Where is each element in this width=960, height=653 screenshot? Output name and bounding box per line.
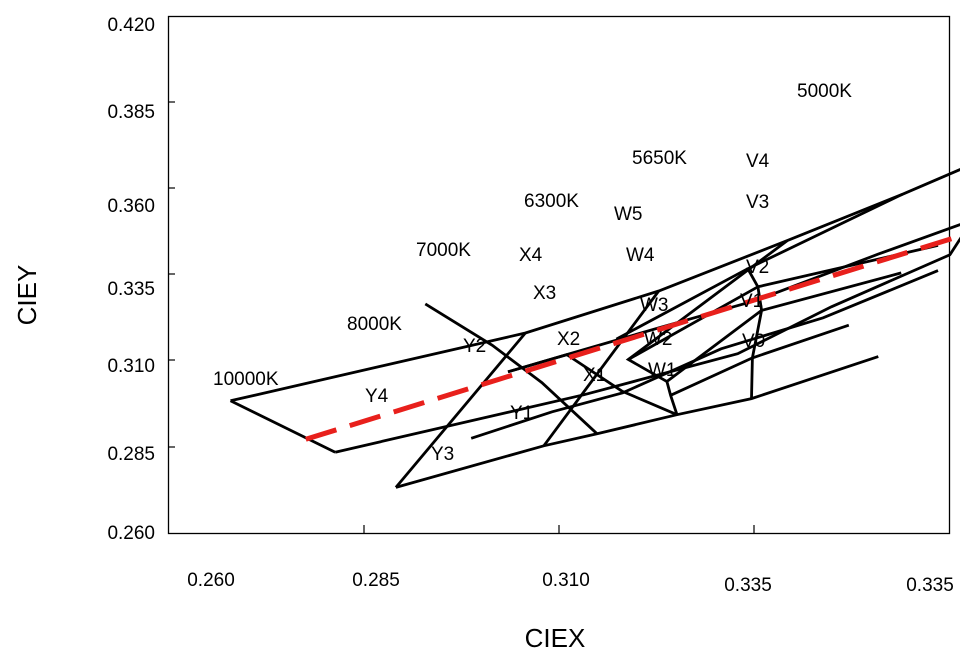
bin-label-x2: X2 <box>557 329 580 350</box>
y-tick-labels: 0.420 0.385 0.360 0.335 0.310 0.285 0.26… <box>107 15 155 544</box>
bin-label-y2: Y2 <box>463 336 486 357</box>
y-tick-label: 0.285 <box>107 444 155 465</box>
trend-layer <box>305 233 960 442</box>
plot-frame <box>167 15 951 535</box>
y-tick-label: 0.335 <box>107 279 155 300</box>
bin-label-w4: W4 <box>626 245 655 266</box>
bin-boundary-line <box>542 290 660 447</box>
y-tick-label: 0.310 <box>107 356 155 377</box>
bin-label-w2: W2 <box>644 329 673 350</box>
bin-boundary-line <box>751 323 850 360</box>
bin-label-v1: V1 <box>740 291 763 312</box>
temp-label-6300k: 6300K <box>524 191 579 212</box>
bin-boundary-line <box>761 271 902 312</box>
bin-label-y1: Y1 <box>510 403 533 424</box>
bin-label-v0: V0 <box>742 331 765 352</box>
temp-label-5650k: 5650K <box>632 148 687 169</box>
bin-boundary-line <box>230 168 960 403</box>
temp-label-7000k: 7000K <box>416 240 471 261</box>
bin-label-y4: Y4 <box>365 386 389 407</box>
bin-boundary-line <box>394 332 527 489</box>
bin-boundary-line <box>229 399 336 454</box>
x-axis-ticks <box>363 525 755 533</box>
y-axis-ticks <box>168 101 175 448</box>
bin-label-y3: Y3 <box>431 444 454 465</box>
bin-boundary-line <box>424 302 599 435</box>
trend-line <box>305 233 960 442</box>
bin-boundary-line <box>507 353 678 416</box>
bin-label-x1: X1 <box>583 365 606 386</box>
bin-grid <box>229 168 960 489</box>
y-tick-label: 0.260 <box>107 523 155 544</box>
bin-boundary-line <box>666 309 763 383</box>
bin-label-w1: W1 <box>648 360 677 381</box>
x-tick-label: 0.260 <box>187 570 235 591</box>
bin-labels: V4 V3 V2 V1 V0 W5 W4 W3 W2 W1 X4 X3 X2 X… <box>365 151 770 465</box>
x-tick-labels: 0.260 0.285 0.310 0.335 0.335 <box>187 570 954 596</box>
bin-label-x3: X3 <box>533 283 556 304</box>
bin-boundary-line <box>670 356 753 397</box>
bin-boundary-line <box>757 244 939 289</box>
temp-label-5000k: 5000K <box>797 81 852 102</box>
bin-label-w3: W3 <box>640 295 669 316</box>
x-tick-label: 0.285 <box>352 570 400 591</box>
x-tick-label: 0.335 <box>906 575 954 596</box>
y-tick-label: 0.385 <box>107 102 155 123</box>
bin-label-v2: V2 <box>746 257 769 278</box>
bin-boundary-line <box>627 285 759 361</box>
x-tick-label: 0.310 <box>542 570 590 591</box>
x-tick-label: 0.335 <box>724 575 772 596</box>
bin-boundary-line <box>470 269 939 440</box>
bin-label-w5: W5 <box>614 204 643 225</box>
y-tick-label: 0.420 <box>107 15 155 36</box>
bin-boundary-line <box>615 267 749 341</box>
temp-label-10000k: 10000K <box>213 369 279 390</box>
x-axis-title: CIEX <box>525 623 586 653</box>
y-axis-title: CIEY <box>12 265 42 326</box>
bin-boundary-line <box>395 355 879 489</box>
temp-label-8000k: 8000K <box>347 314 402 335</box>
bin-label-x4: X4 <box>519 245 543 266</box>
bin-label-v4: V4 <box>746 151 770 172</box>
bin-label-v3: V3 <box>746 192 769 213</box>
y-tick-label: 0.360 <box>107 196 155 217</box>
color-temperature-labels: 5000K 5650K 6300K 7000K 8000K 10000K <box>213 81 852 390</box>
